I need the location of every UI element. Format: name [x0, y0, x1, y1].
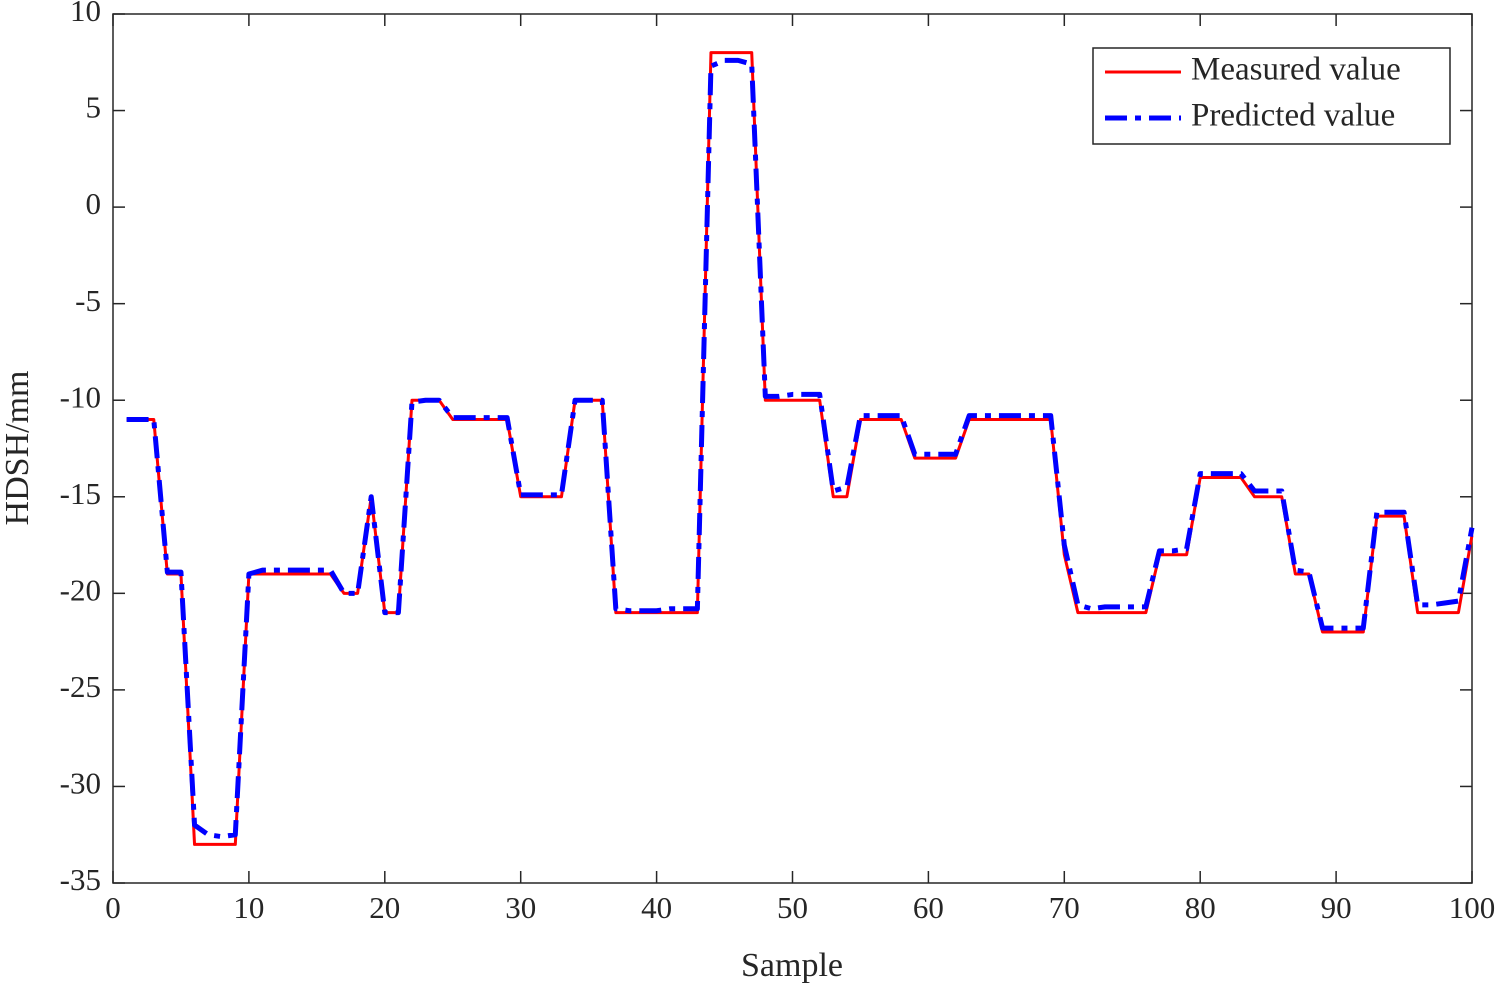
x-tick-label: 100: [1449, 890, 1496, 925]
y-tick-label: 5: [86, 90, 102, 125]
x-tick-label: 50: [777, 890, 808, 925]
x-axis-label: Sample: [741, 947, 843, 984]
y-tick-label: -20: [60, 572, 101, 607]
legend-label: Predicted value: [1191, 98, 1395, 134]
y-tick-label: -10: [60, 379, 101, 414]
x-tick-label: 0: [105, 890, 121, 925]
legend-box: [1092, 47, 1451, 145]
x-tick-label: 10: [233, 890, 264, 925]
x-tick-label: 30: [505, 890, 536, 925]
x-tick-label: 70: [1049, 890, 1080, 925]
legend-label: Measured value: [1191, 52, 1401, 88]
y-tick-label: -25: [60, 669, 101, 704]
x-tick-label: 90: [1321, 890, 1352, 925]
x-tick-label: 60: [913, 890, 944, 925]
x-tick-label: 20: [369, 890, 400, 925]
y-axis-label: HDSH/mm: [0, 371, 36, 526]
y-tick-label: 10: [70, 0, 101, 28]
y-tick-label: -30: [60, 766, 101, 801]
y-tick-label: -35: [60, 862, 101, 897]
x-tick-label: 80: [1185, 890, 1216, 925]
y-tick-label: 0: [86, 186, 102, 221]
x-tick-label: 40: [641, 890, 672, 925]
series-line: [126, 51, 1474, 846]
y-tick-label: -15: [60, 476, 101, 511]
series-line: [126, 57, 1475, 840]
y-tick-label: -5: [75, 283, 101, 318]
